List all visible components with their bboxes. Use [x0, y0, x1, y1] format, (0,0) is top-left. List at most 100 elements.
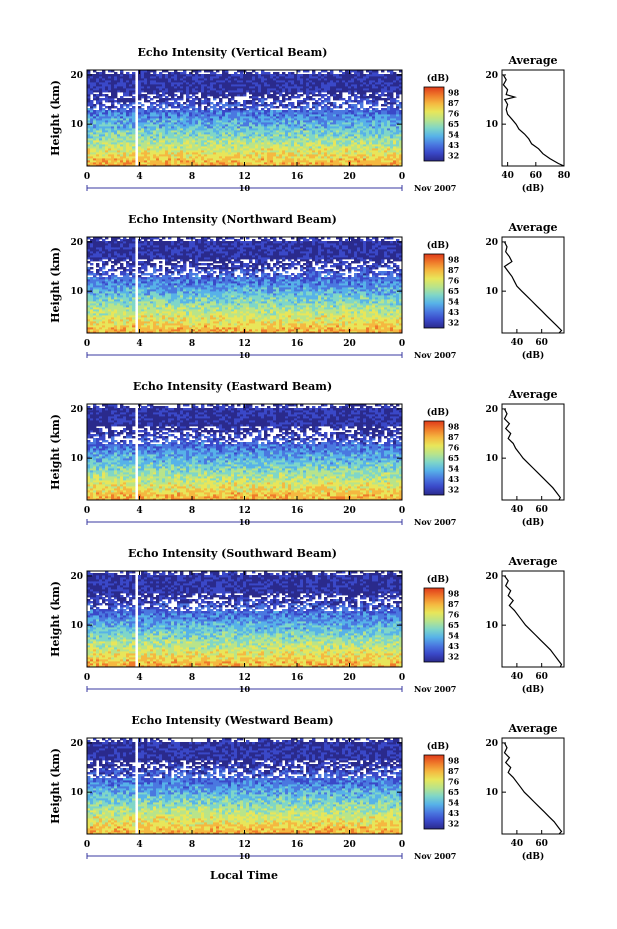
xtick-label: 16	[291, 506, 304, 516]
xtick-label: 8	[189, 506, 195, 516]
avg-ytick-label: 20	[485, 238, 498, 248]
panel-title: Echo Intensity (Southward Beam)	[128, 547, 337, 560]
colorbar	[424, 421, 444, 495]
avg-ytick-label: 10	[485, 788, 498, 798]
avg-xtick-label: 60	[530, 171, 543, 181]
xtick-label: 20	[343, 840, 356, 850]
xtick-label: 0	[399, 172, 405, 182]
day-label: 10	[239, 517, 251, 527]
ytick-label: 10	[70, 454, 83, 464]
xtick-label: 0	[84, 172, 90, 182]
average-title: Average	[507, 722, 557, 735]
avg-xtick-label: 40	[511, 672, 524, 682]
colorbar-tick-label: 76	[448, 275, 460, 285]
xtick-label: 8	[189, 673, 195, 683]
y-axis-label: Height (km)	[49, 414, 62, 490]
xtick-label: 20	[343, 339, 356, 349]
xtick-label: 0	[399, 840, 405, 850]
average-xlabel: (dB)	[522, 517, 544, 528]
xtick-label: 0	[84, 840, 90, 850]
xtick-label: 12	[238, 840, 251, 850]
xtick-label: 4	[136, 172, 142, 182]
average-profile-line	[505, 242, 562, 333]
colorbar-tick-label: 65	[448, 119, 459, 129]
heatmap-cells	[87, 70, 402, 166]
colorbar-title: (dB)	[427, 240, 449, 251]
colorbar-tick-label: 32	[448, 318, 459, 328]
xtick-label: 8	[189, 172, 195, 182]
colorbar-tick-label: 76	[448, 609, 460, 619]
average-title: Average	[507, 221, 557, 234]
colorbar-tick-label: 65	[448, 286, 459, 296]
avg-xtick-label: 40	[511, 338, 524, 348]
colorbar-title: (dB)	[427, 574, 449, 585]
xtick-label: 16	[291, 673, 304, 683]
panel-title: Echo Intensity (Eastward Beam)	[133, 380, 332, 393]
colorbar	[424, 755, 444, 829]
colorbar	[424, 254, 444, 328]
colorbar-title: (dB)	[427, 407, 449, 418]
y-axis-label: Height (km)	[49, 748, 62, 824]
average-profile-line	[503, 75, 564, 166]
colorbar-tick-label: 43	[448, 307, 460, 317]
colorbar-tick-label: 98	[448, 87, 460, 97]
xtick-label: 0	[84, 339, 90, 349]
colorbar-tick-label: 87	[448, 98, 459, 108]
date-label: Nov 2007	[414, 350, 456, 360]
colorbar-tick-label: 54	[448, 130, 460, 140]
xtick-label: 20	[343, 506, 356, 516]
average-xlabel: (dB)	[522, 851, 544, 862]
x-axis-label: Local Time	[210, 869, 278, 882]
avg-ytick-label: 10	[485, 621, 498, 631]
avg-ytick-label: 20	[485, 71, 498, 81]
colorbar-tick-label: 76	[448, 776, 460, 786]
xtick-label: 12	[238, 506, 251, 516]
average-profile-line	[505, 743, 562, 834]
y-axis-label: Height (km)	[49, 581, 62, 657]
avg-xtick-label: 80	[558, 171, 571, 181]
xtick-label: 8	[189, 339, 195, 349]
day-label: 10	[239, 684, 251, 694]
average-frame	[502, 404, 564, 500]
xtick-label: 4	[136, 506, 142, 516]
day-label: 10	[239, 851, 251, 861]
heatmap-cells	[87, 237, 402, 333]
ytick-label: 10	[70, 788, 83, 798]
avg-xtick-label: 40	[511, 505, 524, 515]
xtick-label: 8	[189, 840, 195, 850]
panel-3: Echo Intensity (Southward Beam) 10 20 Heigh…	[49, 547, 564, 695]
ytick-label: 10	[70, 287, 83, 297]
panel-title: Echo Intensity (Westward Beam)	[131, 714, 333, 727]
colorbar-tick-label: 87	[448, 766, 459, 776]
colorbar-tick-label: 43	[448, 808, 460, 818]
xtick-label: 4	[136, 673, 142, 683]
xtick-label: 12	[238, 339, 251, 349]
colorbar-tick-label: 54	[448, 631, 460, 641]
ytick-label: 20	[70, 739, 83, 749]
date-label: Nov 2007	[414, 684, 456, 694]
date-label: Nov 2007	[414, 517, 456, 527]
average-title: Average	[507, 388, 557, 401]
avg-ytick-label: 10	[485, 120, 498, 130]
ytick-label: 10	[70, 621, 83, 631]
colorbar-tick-label: 98	[448, 254, 460, 264]
xtick-label: 12	[238, 673, 251, 683]
ytick-label: 20	[70, 405, 83, 415]
average-xlabel: (dB)	[522, 350, 544, 361]
heatmap-cells	[87, 571, 402, 667]
colorbar-tick-label: 32	[448, 151, 459, 161]
colorbar-tick-label: 32	[448, 652, 459, 662]
panel-title: Echo Intensity (Vertical Beam)	[137, 46, 327, 59]
ytick-label: 20	[70, 572, 83, 582]
colorbar	[424, 87, 444, 161]
colorbar-tick-label: 65	[448, 787, 459, 797]
heatmap-cells	[87, 404, 402, 500]
colorbar-tick-label: 87	[448, 432, 459, 442]
xtick-label: 20	[343, 673, 356, 683]
colorbar-tick-label: 76	[448, 108, 460, 118]
day-label: 10	[239, 350, 251, 360]
avg-xtick-label: 40	[511, 839, 524, 849]
xtick-label: 4	[136, 840, 142, 850]
avg-ytick-label: 10	[485, 454, 498, 464]
colorbar	[424, 588, 444, 662]
